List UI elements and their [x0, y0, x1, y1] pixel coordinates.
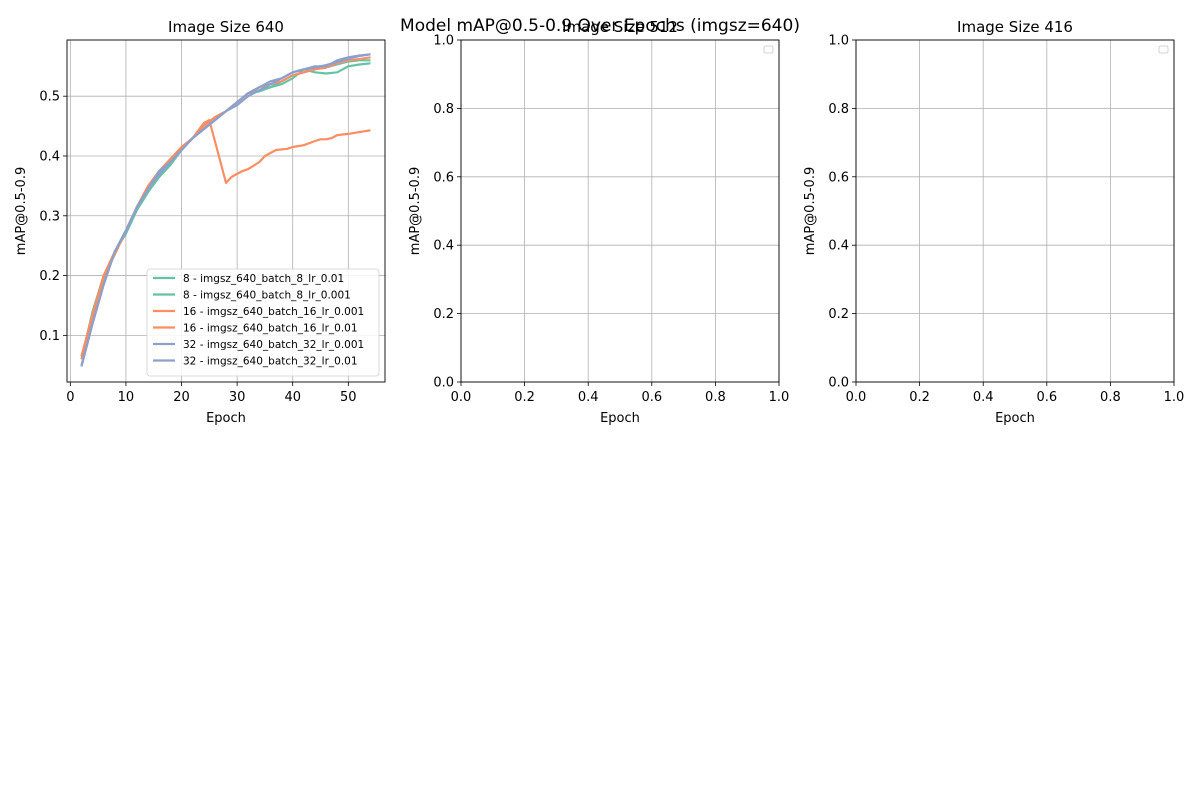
x-tick-label: 0.6 — [1036, 390, 1057, 405]
x-axis-label: Epoch — [995, 411, 1035, 426]
subplot-title: Image Size 512 — [562, 18, 678, 36]
y-tick-label: 1.0 — [433, 34, 454, 49]
x-tick-label: 0.4 — [973, 390, 994, 405]
x-tick-label: 0.0 — [451, 390, 472, 405]
x-tick-label: 0.0 — [846, 390, 867, 405]
y-tick-label: 0.2 — [39, 269, 60, 284]
y-tick-label: 0.1 — [39, 329, 60, 344]
y-tick-label: 0.6 — [828, 170, 849, 185]
y-tick-label: 0.3 — [39, 209, 60, 224]
y-tick-label: 0.0 — [828, 376, 849, 391]
x-tick-label: 0.4 — [578, 390, 599, 405]
x-tick-label: 0.2 — [909, 390, 930, 405]
subplot-1: 0 10 20 30 40 50 0.1 0.2 0.3 0.4 0.5 Image Size 640… — [14, 18, 386, 426]
x-tick-label: 0.8 — [705, 390, 726, 405]
legend-box — [146, 268, 380, 377]
x-tick-label: 50 — [340, 390, 357, 405]
x-tick-label: 0 — [66, 390, 74, 405]
y-axis-label: mAP@0.5-0.9 — [14, 167, 29, 255]
y-tick-label: 0.4 — [828, 239, 849, 254]
x-tick-label: 10 — [118, 390, 135, 405]
x-tick-label: 1.0 — [1164, 390, 1185, 405]
y-tick-label: 0.8 — [828, 102, 849, 117]
x-tick-label: 30 — [229, 390, 246, 405]
x-tick-label: 0.2 — [514, 390, 535, 405]
axes-frame — [66, 39, 386, 383]
legend-label: 16 - imgsz_640_batch_16_lr_0.01 — [183, 323, 358, 335]
y-tick-label: 0.8 — [433, 102, 454, 117]
y-tick-label: 0.2 — [433, 307, 454, 322]
legend-label: 16 - imgsz_640_batch_16_lr_0.001 — [183, 306, 364, 318]
legend-box — [763, 45, 774, 54]
axes-frame — [855, 39, 1175, 383]
subplot-title: Image Size 416 — [957, 18, 1073, 36]
subplots: 0 10 20 30 40 50 0.1 0.2 0.3 0.4 0.5 Image Size 640… — [14, 18, 1184, 426]
x-tick-label: 20 — [173, 390, 190, 405]
legend-label: 8 - imgsz_640_batch_8_lr_0.001 — [183, 290, 351, 302]
y-tick-label: 1.0 — [828, 34, 849, 49]
x-tick-label: 1.0 — [769, 390, 790, 405]
subplot-title: Image Size 640 — [168, 18, 284, 36]
y-axis-label: mAP@0.5-0.9 — [803, 167, 818, 255]
subplot-3: 0.0 0.2 0.4 0.6 0.8 1.0 0.0 0.2 0.4 0.6 0.8 1.0 Imag… — [803, 18, 1184, 426]
series-line-6 — [80, 53, 371, 367]
y-tick-label: 0.2 — [828, 307, 849, 322]
figure-title: Model mAP@0.5-0.9 Over Epochs (imgsz=640… — [400, 16, 800, 36]
y-tick-label: 0.6 — [433, 170, 454, 185]
x-axis-label: Epoch — [600, 411, 640, 426]
legend-label: 32 - imgsz_640_batch_32_lr_0.01 — [183, 356, 358, 368]
legend-label: 8 - imgsz_640_batch_8_lr_0.01 — [183, 273, 344, 285]
subplot-2: 0.0 0.2 0.4 0.6 0.8 1.0 0.0 0.2 0.4 0.6 0.8 1.0 Imag… — [408, 18, 789, 426]
y-tick-label: 0.4 — [433, 239, 454, 254]
x-tick-label: 0.8 — [1100, 390, 1121, 405]
legend-box — [1158, 45, 1169, 54]
x-tick-label: 40 — [284, 390, 301, 405]
y-axis-label: mAP@0.5-0.9 — [408, 167, 423, 255]
y-tick-label: 0.5 — [39, 90, 60, 105]
legend: 8 - imgsz_640_batch_8_lr_0.01 8 - imgsz_6… — [146, 268, 380, 377]
y-tick-label: 0.0 — [433, 376, 454, 391]
axes-frame — [460, 39, 780, 383]
x-axis-label: Epoch — [206, 411, 246, 426]
y-tick-label: 0.4 — [39, 149, 60, 164]
legend-label: 32 - imgsz_640_batch_32_lr_0.001 — [183, 339, 364, 351]
x-tick-label: 0.6 — [641, 390, 662, 405]
